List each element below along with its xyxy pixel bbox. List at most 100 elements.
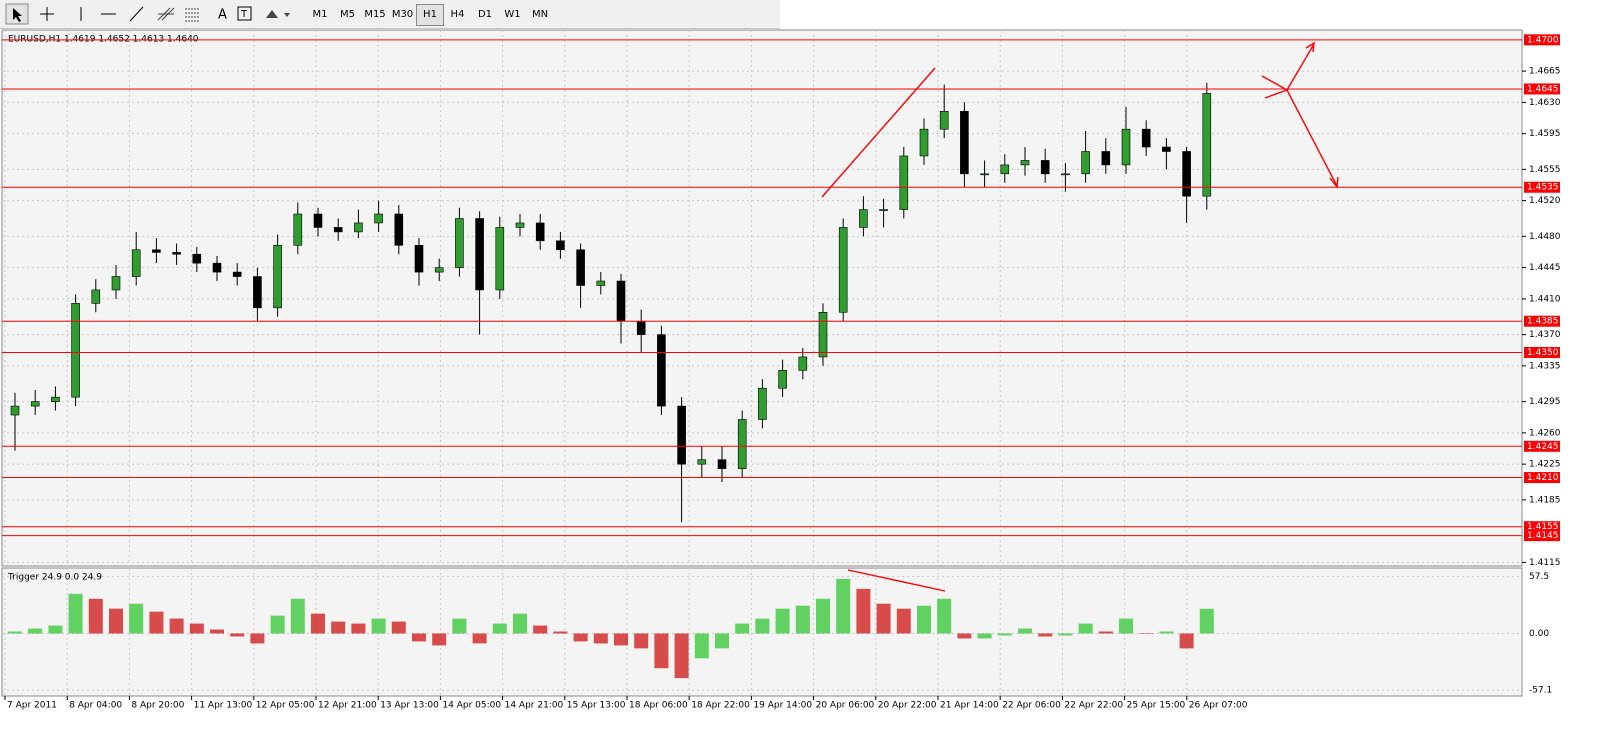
histogram-bar [997, 633, 1012, 636]
histogram-bar [876, 603, 891, 634]
timeframe-button[interactable]: M5 [340, 9, 355, 20]
candle-body [1121, 128, 1131, 166]
histogram-bar [8, 631, 22, 634]
candle-body [71, 303, 80, 398]
candle-body [1141, 128, 1151, 148]
histogram-bar [452, 618, 467, 634]
histogram-bar [290, 598, 305, 634]
timeframe-button[interactable]: W1 [504, 9, 521, 20]
timeframe-button[interactable]: H1 [416, 4, 444, 26]
annotations [821, 41, 1339, 592]
histogram-bar [896, 608, 911, 634]
text-tool[interactable]: A [218, 8, 227, 23]
candle-body [1040, 160, 1050, 175]
crosshair-tool[interactable] [40, 7, 54, 21]
candle-body [1000, 164, 1010, 175]
histogram-bar [88, 598, 103, 634]
histogram-bar [1058, 633, 1073, 636]
y-tick-label: 1.4520 [1529, 196, 1561, 206]
candle-body [273, 244, 282, 309]
price-pane [1, 29, 1523, 567]
level-label: 1.4645 [1527, 84, 1559, 94]
histogram-bar [311, 613, 325, 634]
histogram-bar [371, 618, 386, 634]
x-tick-label: 13 Apr 13:00 [380, 701, 439, 711]
timeframe-button[interactable]: MN [531, 9, 549, 20]
x-tick-label: 20 Apr 22:00 [878, 701, 937, 711]
level-label: 1.4155 [1527, 522, 1559, 532]
histogram-bar [1199, 608, 1214, 634]
candle-body [798, 356, 808, 371]
histogram-bar [593, 633, 608, 644]
candle-body [475, 218, 484, 291]
candle-body [677, 405, 686, 465]
histogram-bar [917, 605, 931, 634]
histogram-bar [573, 633, 588, 642]
x-tick-label: 12 Apr 05:00 [256, 701, 315, 711]
level-label: 1.4245 [1527, 442, 1559, 452]
candle-body [818, 311, 828, 358]
level-label: 1.4700 [1527, 35, 1559, 45]
candle-body [838, 227, 848, 313]
histogram-bar [533, 625, 548, 634]
candle-body [657, 334, 666, 407]
timeframe-button[interactable]: M15 [364, 9, 386, 20]
histogram-bar [795, 605, 810, 634]
candle-body [495, 227, 505, 291]
x-tick-label: 26 Apr 07:00 [1189, 701, 1248, 711]
histogram-bar [1119, 618, 1133, 634]
trendline-tool[interactable] [129, 6, 144, 22]
histogram-bar [432, 633, 447, 646]
candle-body [313, 213, 323, 228]
timeframe-button[interactable]: M1 [312, 9, 328, 20]
level-tag [1524, 440, 1560, 452]
candle-body [152, 249, 161, 253]
histogram-bar [1078, 623, 1093, 634]
x-tick-label: 14 Apr 21:00 [505, 701, 564, 711]
level-label: 1.4535 [1527, 183, 1559, 193]
level-label: 1.4350 [1527, 348, 1559, 358]
candle-body [515, 222, 525, 228]
y-tick-label: 1.4295 [1529, 397, 1561, 407]
y-tick-label: 1.4185 [1529, 495, 1561, 505]
y-tick-label: 1.4370 [1529, 330, 1561, 340]
histogram-bar [735, 623, 750, 634]
arrows-tool[interactable] [266, 10, 290, 18]
timeframe-button[interactable]: M30 [391, 9, 414, 20]
candle-body [414, 244, 424, 273]
histogram-bar [1179, 633, 1194, 649]
histogram-bar [937, 598, 952, 634]
timeframe-button[interactable]: H4 [450, 9, 465, 20]
label-tool[interactable] [237, 6, 252, 21]
candle-body [1061, 173, 1070, 176]
histogram-bar [977, 633, 992, 639]
candle-body [455, 218, 464, 268]
candle-body [1081, 151, 1090, 175]
histogram-bar [1038, 633, 1053, 637]
level-tag [1524, 181, 1560, 193]
candle-body [293, 213, 303, 246]
candle-body [354, 222, 363, 233]
candle-body [434, 267, 444, 273]
x-tick-label: 22 Apr 22:00 [1064, 701, 1123, 711]
candle-body [1182, 151, 1191, 197]
x-tick-label: 19 Apr 14:00 [753, 701, 812, 711]
y-tick-label: 1.4115 [1529, 558, 1561, 568]
y-tick-label: 1.4630 [1529, 98, 1561, 108]
candle-body [51, 396, 60, 402]
drawing-tools: A T [5, 3, 290, 25]
histogram-bar [614, 633, 628, 646]
candle-body [576, 249, 585, 286]
level-tag [1524, 521, 1560, 533]
fibo-tool[interactable] [185, 8, 200, 22]
histogram-bar [250, 633, 265, 644]
histogram-bar [210, 629, 224, 634]
candle-body [980, 173, 989, 176]
histogram-bar [230, 633, 245, 637]
indicator-title: Trigger 24.9 0.0 24.9 [7, 573, 102, 583]
histogram-bar [48, 625, 63, 634]
histogram-bar [351, 623, 366, 634]
timeframe-button[interactable]: D1 [477, 9, 493, 20]
channel-tool[interactable] [157, 7, 175, 21]
x-tick-label: 11 Apr 13:00 [194, 701, 253, 711]
